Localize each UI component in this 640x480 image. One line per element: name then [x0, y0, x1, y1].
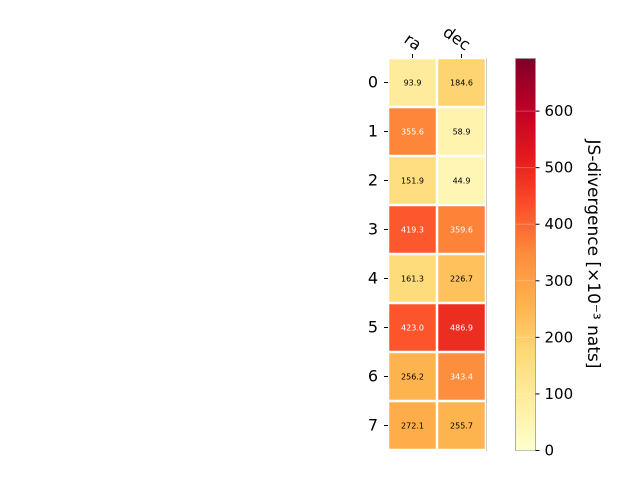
colorbar-tick-label: 300: [545, 272, 574, 290]
heatmap-cells: 93.9 184.6 355.6 58.9 151.9 44.9 419.3 359.6 161…: [389, 59, 485, 449]
heatmap-cell: [438, 402, 485, 449]
colorbar-ticks: 0 100 200 300 400 500 600: [515, 102, 574, 460]
row-label: 1: [368, 122, 378, 141]
heatmap-cell: [389, 206, 436, 253]
row-label: 2: [368, 171, 378, 190]
colorbar-tick-label: 100: [545, 385, 574, 403]
colorbar: 0 100 200 300 400 500 600 JS-divergence [×10⁻³…: [515, 58, 603, 460]
column-label: dec: [440, 22, 474, 54]
row-label: 3: [368, 220, 378, 239]
row-label: 0: [368, 73, 378, 92]
row-label: 6: [368, 367, 378, 386]
heatmap-cell: [438, 304, 485, 351]
cell-value-label: 419.3: [401, 226, 424, 235]
cell-value-label: 343.4: [450, 373, 473, 382]
colorbar-tick-label: 600: [545, 102, 574, 120]
colorbar-label: JS-divergence [×10⁻³ nats]: [583, 139, 603, 369]
heatmap-cell: [389, 255, 436, 302]
cell-value-label: 355.6: [401, 128, 424, 137]
heatmap-cell: [389, 157, 436, 204]
heatmap-cell: [389, 353, 436, 400]
colorbar-tick-label: 500: [545, 159, 574, 177]
cell-value-label: 359.6: [450, 226, 473, 235]
colorbar-gradient: [515, 58, 536, 451]
heatmap-cell: [389, 304, 436, 351]
cell-value-label: 486.9: [450, 324, 473, 333]
heatmap-cell: [438, 59, 485, 106]
heatmap-cell: [438, 108, 485, 155]
heatmap-cell: [438, 206, 485, 253]
column-label: ra: [401, 29, 425, 54]
row-label: 4: [368, 269, 378, 288]
cell-value-label: 44.9: [453, 177, 471, 186]
row-label: 7: [368, 416, 378, 435]
row-label: 5: [368, 318, 378, 337]
cell-value-label: 58.9: [453, 128, 471, 137]
cell-value-label: 272.1: [401, 422, 424, 431]
heatmap-cell: [438, 157, 485, 204]
cell-value-label: 226.7: [450, 275, 473, 284]
cell-value-label: 151.9: [401, 177, 424, 186]
colorbar-tick-label: 200: [545, 328, 574, 346]
heatmap-cell: [389, 402, 436, 449]
column-labels: ra dec: [401, 22, 474, 58]
colorbar-tick-label: 400: [545, 215, 574, 233]
heatmap-cell: [389, 108, 436, 155]
heatmap-cell: [389, 59, 436, 106]
cell-value-label: 256.2: [401, 373, 424, 382]
cell-value-label: 255.7: [450, 422, 473, 431]
cell-value-label: 423.0: [401, 324, 424, 333]
heatmap-cell: [438, 255, 485, 302]
cell-value-label: 161.3: [401, 275, 424, 284]
colorbar-tick-label: 0: [545, 442, 555, 460]
cell-value-label: 93.9: [404, 79, 422, 88]
cell-value-label: 184.6: [450, 79, 473, 88]
row-labels: 0 1 2 3 4 5 6 7: [368, 73, 388, 435]
heatmap-cell: [438, 353, 485, 400]
